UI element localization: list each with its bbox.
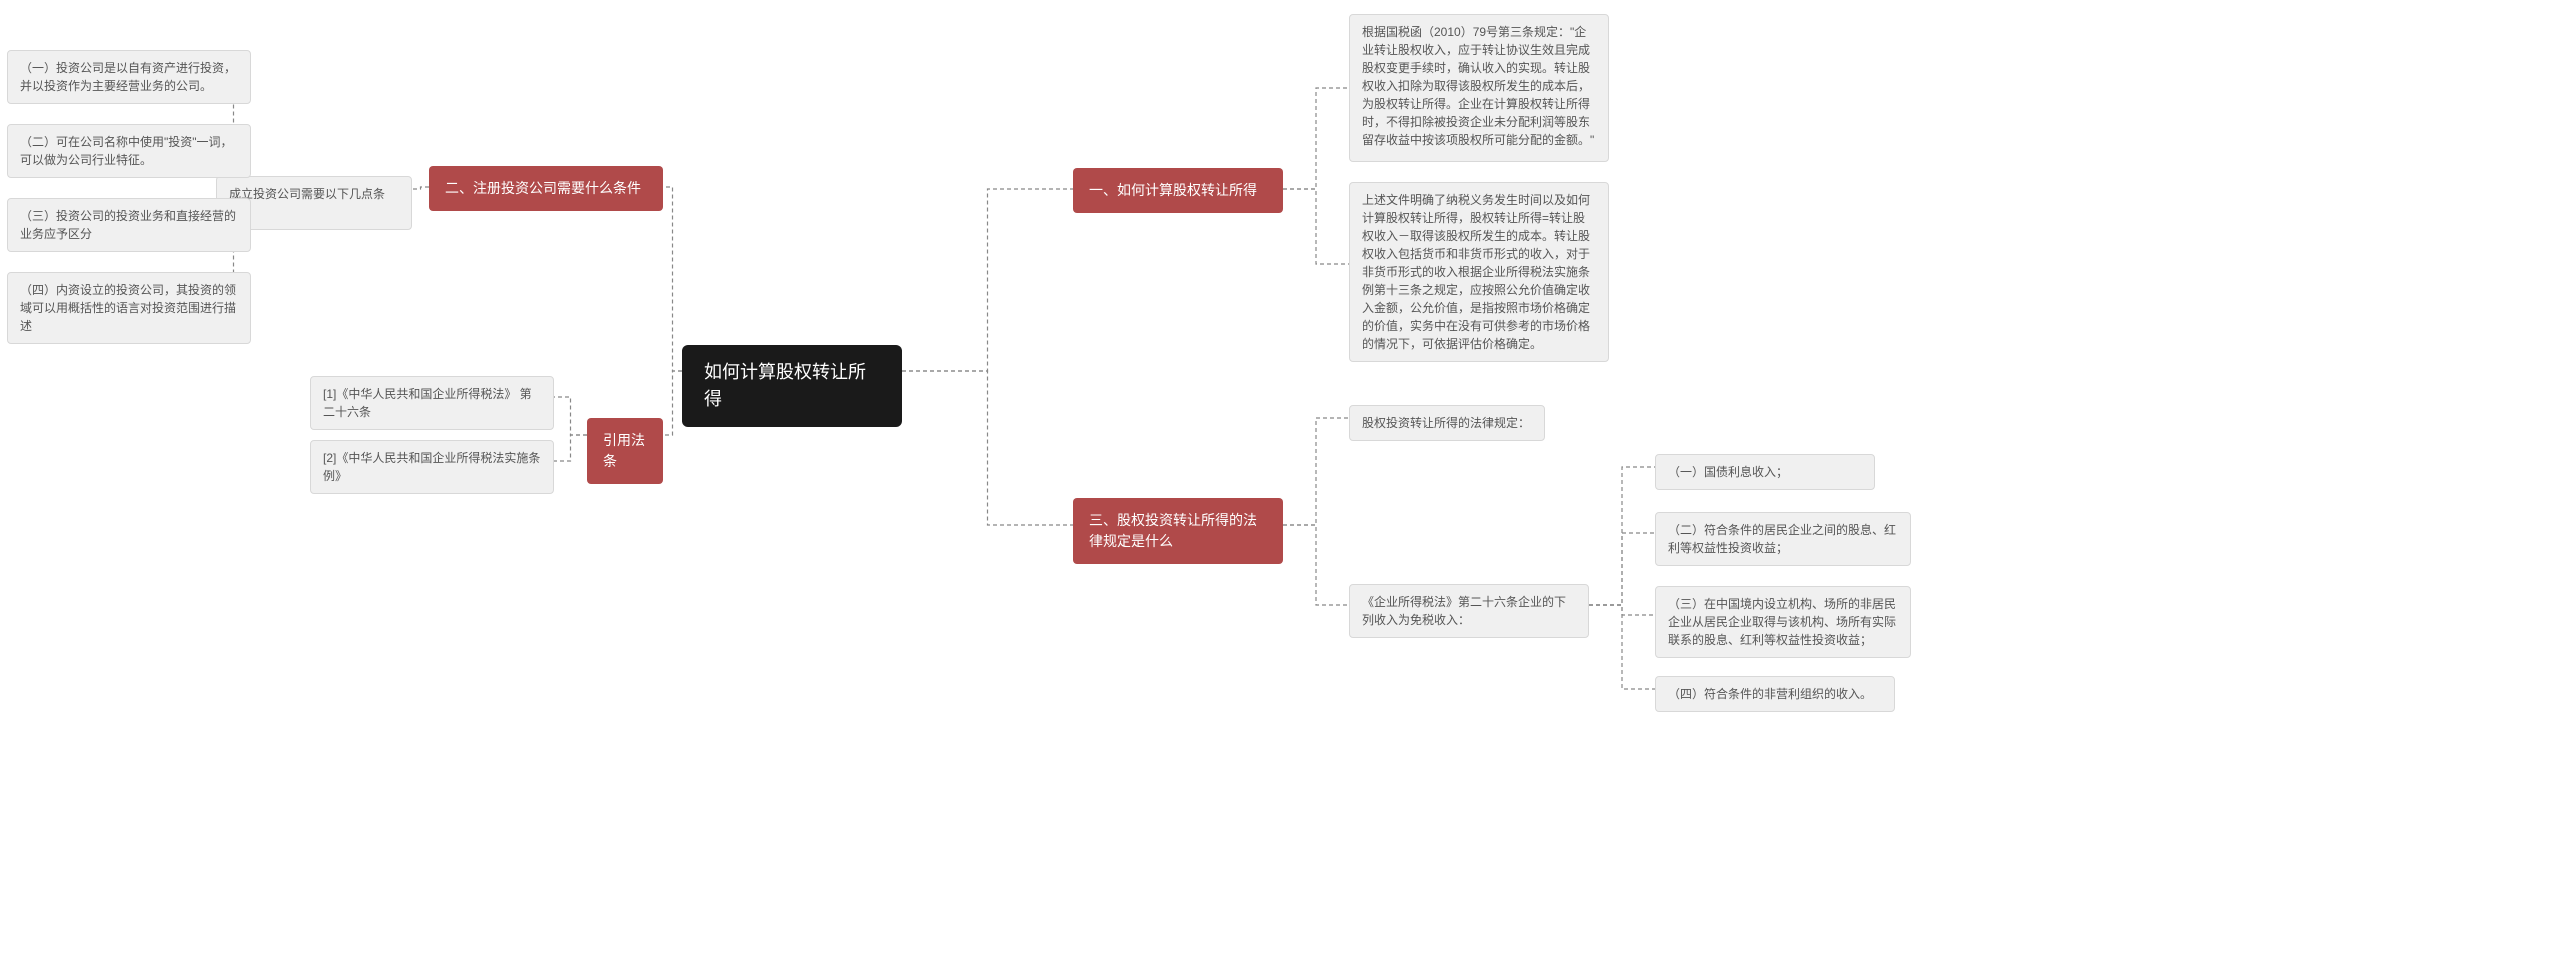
edge-root-b1 [902,189,1073,371]
edge-b3l2-b3l2d [1589,605,1655,689]
node-b3l2a: （一）国债利息收入； [1655,454,1875,490]
edge-b1-b1l1 [1283,88,1349,189]
edge-b3-b3l1 [1283,418,1349,525]
edge-b3l2-b3l2b [1589,533,1655,605]
edge-b1-b1l2 [1283,189,1349,264]
node-root: 如何计算股权转让所得 [682,345,902,427]
node-b3l2b: （二）符合条件的居民企业之间的股息、红利等权益性投资收益； [1655,512,1911,566]
edge-b4-b4l1 [554,397,587,435]
edge-b4-b4l2 [554,435,587,461]
edge-root-b4 [663,371,682,435]
node-b2: 二、注册投资公司需要什么条件 [429,166,663,211]
node-b3: 三、股权投资转让所得的法律规定是什么 [1073,498,1283,564]
edge-root-b3 [902,371,1073,525]
node-b3l2: 《企业所得税法》第二十六条企业的下列收入为免税收入： [1349,584,1589,638]
node-b4l1: [1]《中华人民共和国企业所得税法》 第二十六条 [310,376,554,430]
edge-b3-b3l2 [1283,525,1349,605]
node-b1l1: 根据国税函（2010）79号第三条规定："企业转让股权收入，应于转让协议生效且完… [1349,14,1609,162]
edge-b3l2-b3l2c [1589,605,1655,615]
node-b4l2: [2]《中华人民共和国企业所得税法实施条例》 [310,440,554,494]
node-b1l2: 上述文件明确了纳税义务发生时间以及如何计算股权转让所得，股权转让所得=转让股权收… [1349,182,1609,362]
edge-root-b2 [663,187,682,371]
node-b2l1: （一）投资公司是以自有资产进行投资，并以投资作为主要经营业务的公司。 [7,50,251,104]
edge-b3l2-b3l2a [1589,467,1655,605]
edge-b2-b2c [412,187,429,189]
node-b2l3: （三）投资公司的投资业务和直接经营的业务应予区分 [7,198,251,252]
node-b4: 引用法条 [587,418,663,484]
node-b3l2c: （三）在中国境内设立机构、场所的非居民企业从居民企业取得与该机构、场所有实际联系… [1655,586,1911,658]
node-b3l1: 股权投资转让所得的法律规定： [1349,405,1545,441]
node-b2l4: （四）内资设立的投资公司，其投资的领域可以用概括性的语言对投资范围进行描述 [7,272,251,344]
node-b1: 一、如何计算股权转让所得 [1073,168,1283,213]
node-b3l2d: （四）符合条件的非营利组织的收入。 [1655,676,1895,712]
node-b2l2: （二）可在公司名称中使用"投资"一词，可以做为公司行业特征。 [7,124,251,178]
